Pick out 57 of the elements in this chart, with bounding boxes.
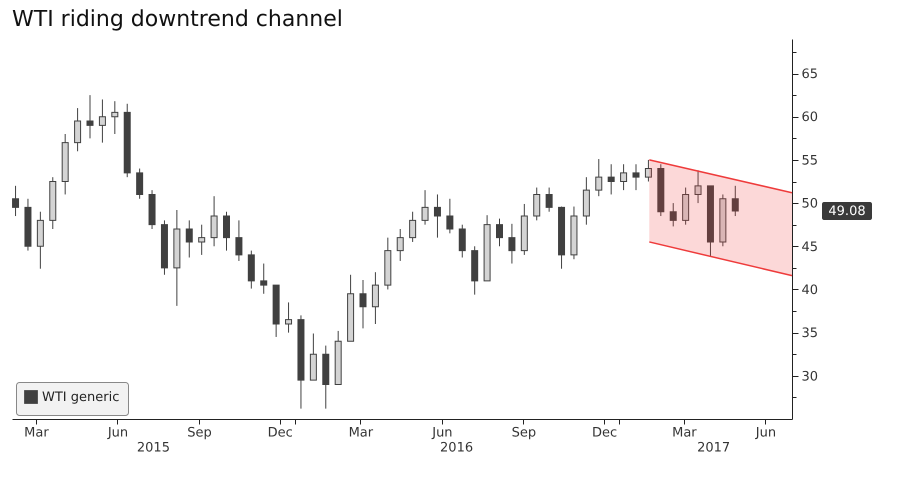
- y-tick-label: 40: [802, 282, 818, 298]
- x-tick-label: Jun: [754, 426, 776, 440]
- candlestick: [186, 220, 193, 258]
- x-tick-label: Sep: [187, 426, 212, 440]
- y-tick-label: 65: [802, 67, 818, 82]
- x-tick-label: Dec: [268, 426, 293, 440]
- candlestick: [223, 211, 230, 252]
- y-tick-label: 35: [802, 326, 818, 342]
- candlestick: [285, 302, 292, 334]
- legend-label: WTI generic: [42, 390, 120, 405]
- x-tick-label: Mar: [348, 426, 374, 440]
- candlestick: [694, 170, 702, 204]
- chart-title: WTI riding downtrend channel: [12, 7, 343, 32]
- candlestick: [12, 185, 20, 217]
- candlestick: [86, 94, 94, 139]
- candlestick: [533, 187, 540, 221]
- y-tick-label: 60: [802, 110, 818, 126]
- candlestick: [670, 202, 677, 227]
- x-tick-label: Jun: [431, 426, 453, 440]
- x-tick-label: Jun: [106, 426, 128, 440]
- x2-tick-label: 2015: [136, 440, 170, 456]
- candlestick: [446, 198, 454, 234]
- candlestick: [74, 108, 82, 152]
- candlestick: [260, 263, 268, 294]
- candlestick: [546, 187, 553, 212]
- candlestick: [608, 164, 615, 195]
- x2-tick-label: 2017: [697, 440, 730, 456]
- candlestick: [732, 185, 739, 217]
- y-tick-label: 45: [802, 240, 818, 255]
- y-tick-label: 50: [802, 196, 818, 212]
- candlestick: [136, 168, 144, 200]
- x-tick-label: Dec: [592, 426, 618, 440]
- candlestick: [111, 100, 118, 134]
- x2-tick-label: 2016: [440, 440, 474, 456]
- candlestick: [198, 224, 206, 256]
- candlestick: [508, 223, 516, 264]
- candlestick: [360, 279, 366, 329]
- candlestick: [595, 158, 602, 197]
- x-tick-label: Sep: [512, 426, 536, 440]
- x-tick-label: Mar: [672, 426, 698, 440]
- candlestick: [434, 194, 441, 238]
- candlestick: [372, 272, 379, 324]
- candlestick: [409, 211, 416, 242]
- x-tick-label: Mar: [24, 426, 50, 440]
- y-tick-label: 55: [802, 153, 818, 168]
- candlestick: [235, 220, 242, 262]
- candlestick: [496, 218, 503, 247]
- candlestick: [396, 228, 404, 262]
- candlestick: [620, 164, 628, 191]
- candlestick: [644, 159, 652, 182]
- candlestick: [210, 196, 218, 247]
- text: 49.08: [828, 204, 866, 220]
- candlestick: [422, 190, 429, 226]
- candlestick: [458, 224, 466, 258]
- candlestick: [632, 164, 640, 191]
- candlestick: [98, 98, 106, 144]
- y-tick-label: 30: [802, 369, 818, 384]
